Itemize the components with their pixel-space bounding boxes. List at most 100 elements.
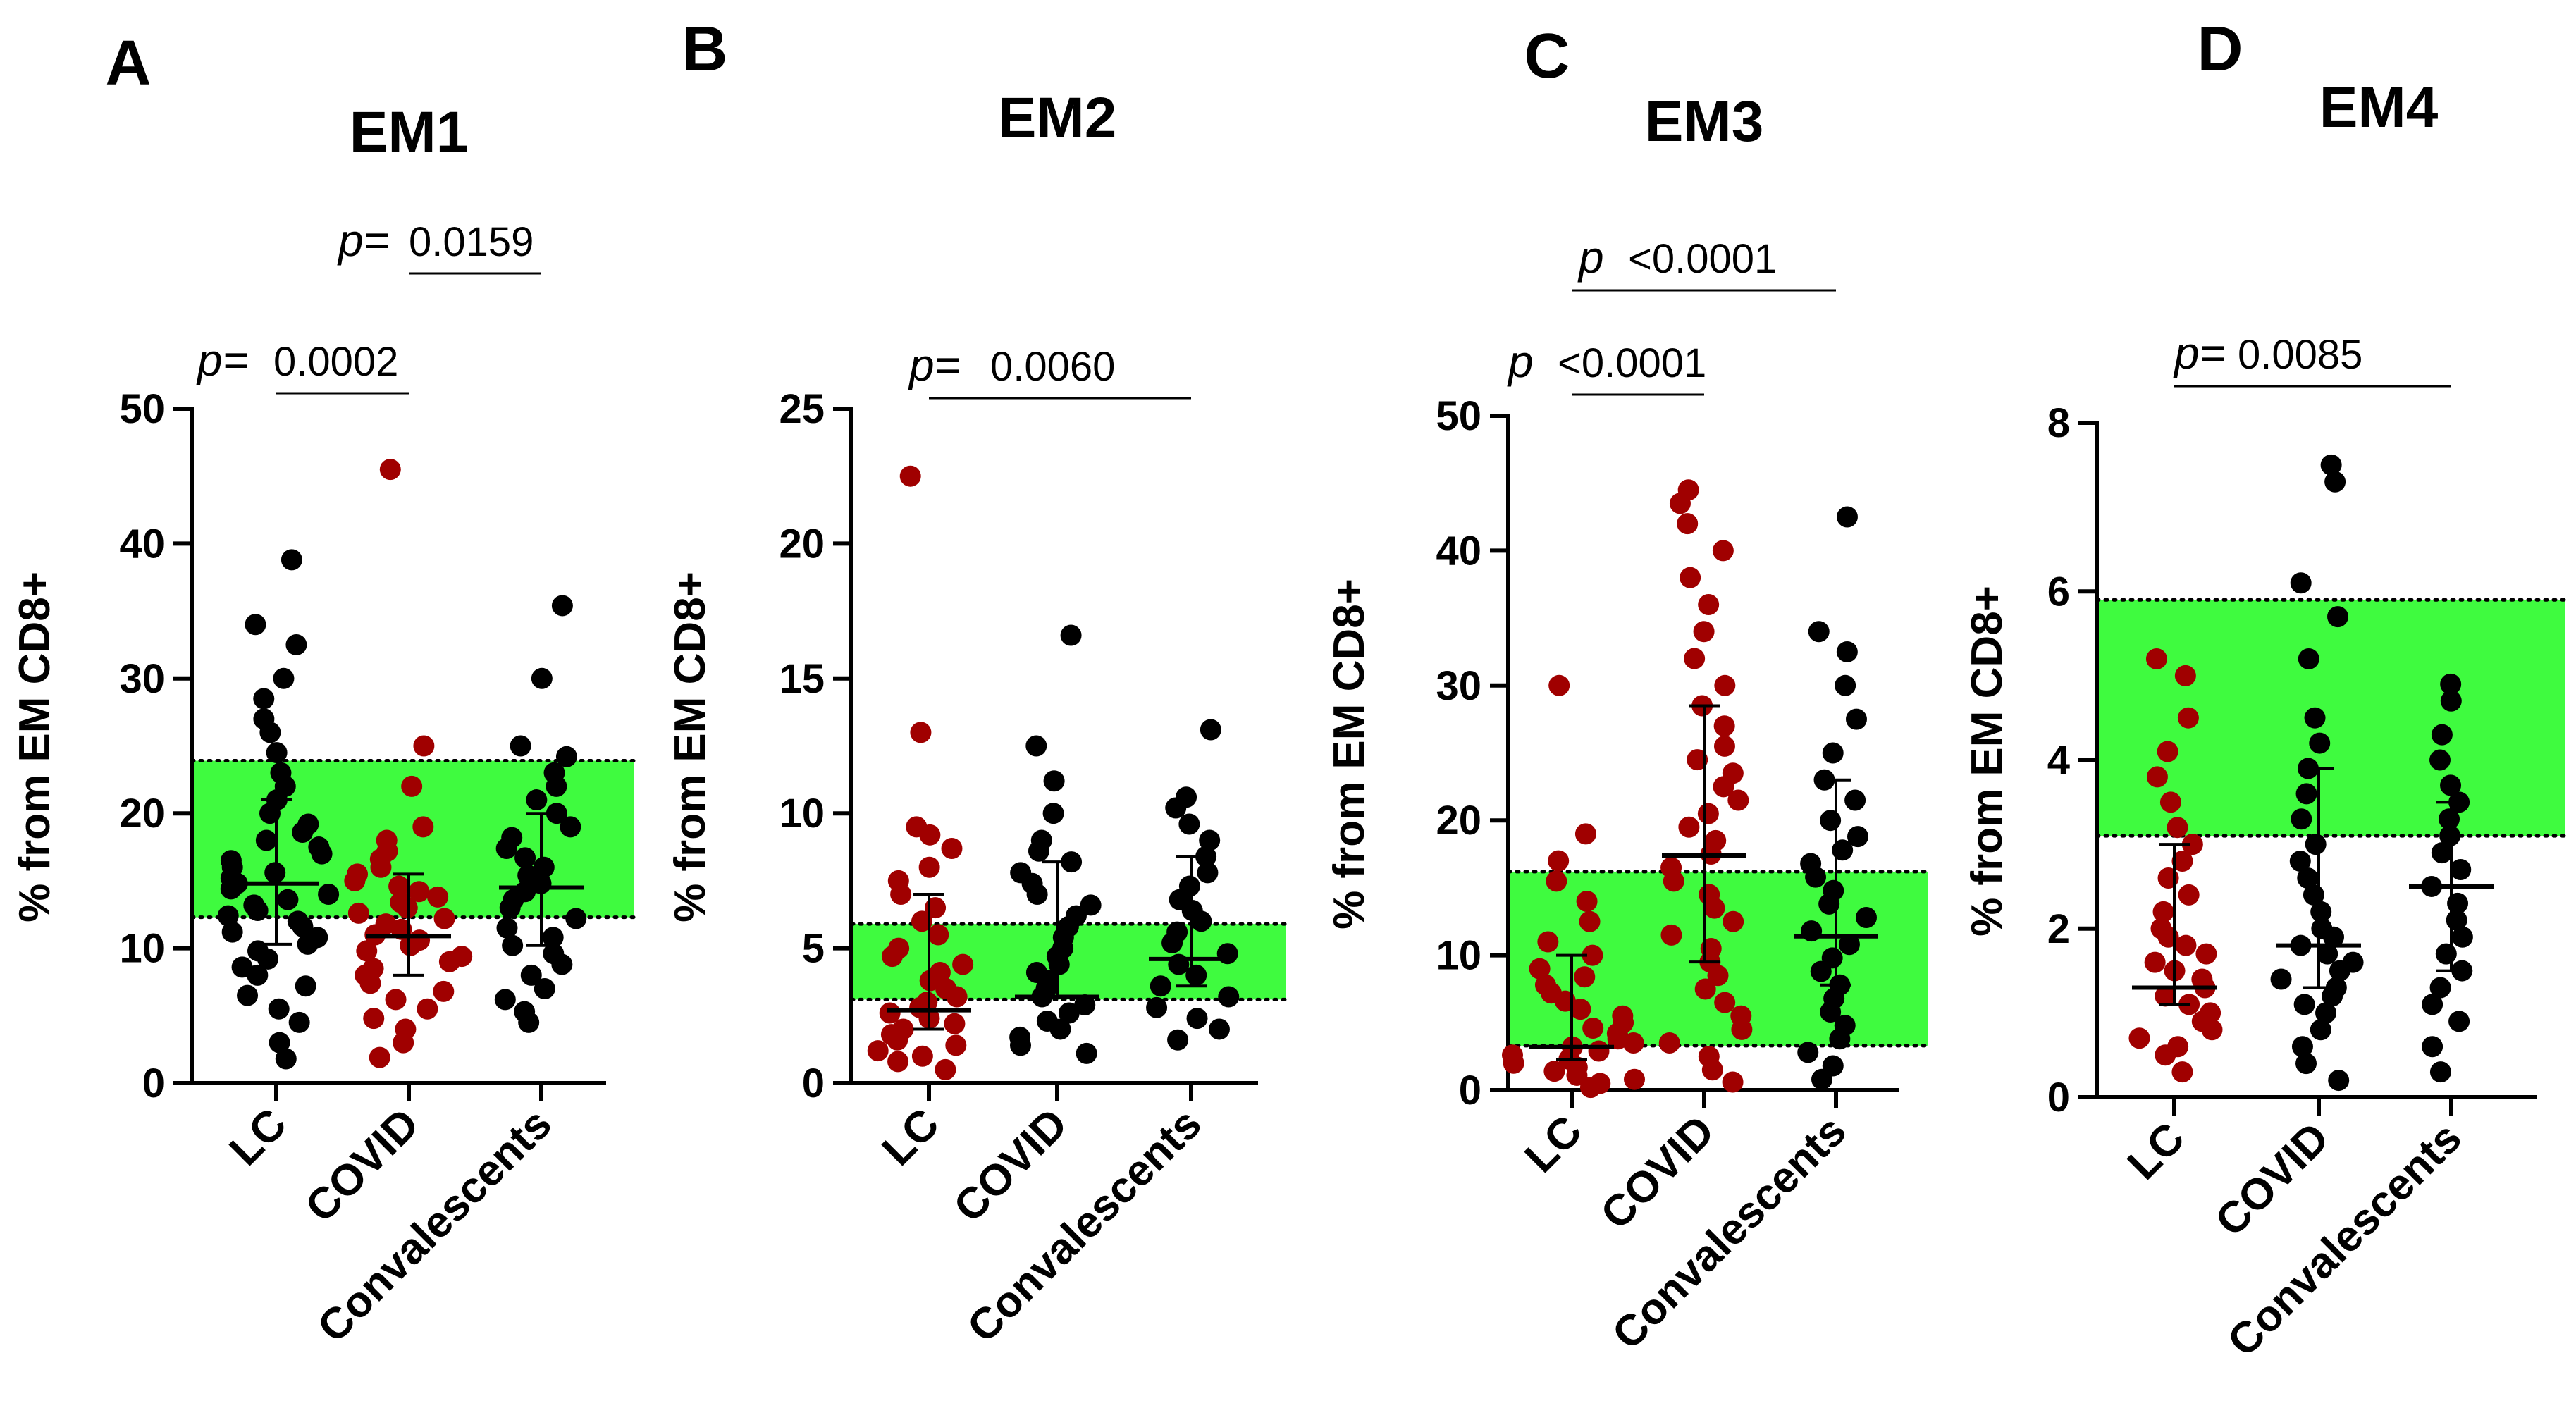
comparison-p-value: <0.0001 — [1628, 236, 1777, 282]
data-point — [2311, 918, 2333, 939]
data-point — [517, 865, 539, 887]
data-point — [2200, 1002, 2221, 1024]
data-point — [2450, 859, 2472, 881]
data-point — [2144, 951, 2166, 973]
data-point — [1714, 674, 1736, 696]
data-point — [2146, 766, 2168, 788]
data-point — [255, 829, 277, 851]
data-point — [2157, 741, 2178, 762]
data-point — [867, 1040, 889, 1062]
data-point — [543, 762, 565, 784]
data-point — [1823, 879, 1844, 901]
data-point — [1548, 674, 1570, 696]
data-point — [1065, 905, 1087, 927]
data-point — [2298, 648, 2319, 669]
y-tick-label: 40 — [1436, 528, 1481, 574]
data-point — [2422, 1036, 2443, 1058]
data-point — [1080, 894, 1102, 916]
data-point — [879, 1002, 901, 1024]
data-point — [2295, 1053, 2317, 1075]
data-point — [1800, 853, 1822, 875]
data-point — [237, 984, 259, 1006]
y-axis-label: % from EM CD8+ — [11, 572, 59, 922]
data-point — [2429, 977, 2451, 999]
data-point — [892, 1018, 914, 1040]
data-point — [945, 1034, 967, 1056]
data-point — [220, 850, 242, 872]
y-tick-label: 8 — [2047, 400, 2070, 446]
data-point — [1821, 947, 1843, 969]
data-point — [295, 975, 316, 997]
data-point — [1166, 921, 1188, 943]
data-point — [560, 816, 581, 838]
data-point — [2328, 1070, 2350, 1092]
data-point — [1588, 1040, 1610, 1062]
data-point — [231, 956, 253, 978]
y-tick-label: 50 — [1436, 393, 1481, 439]
y-tick-label: 40 — [119, 521, 165, 567]
data-point — [376, 829, 398, 851]
data-point — [916, 992, 938, 1013]
data-point — [1199, 829, 1221, 851]
data-point — [2422, 994, 2443, 1015]
data-point — [520, 964, 542, 986]
data-point — [379, 459, 401, 481]
data-point — [1693, 621, 1715, 643]
data-point — [501, 827, 523, 848]
panel-letter: D — [2198, 14, 2243, 85]
data-point — [243, 894, 265, 916]
data-point — [1574, 966, 1596, 988]
data-point — [2342, 951, 2364, 973]
y-axis-label: % from EM CD8+ — [1963, 586, 2011, 937]
data-point — [217, 905, 239, 927]
data-point — [1855, 907, 1877, 929]
data-point — [1698, 593, 1720, 615]
data-point — [1660, 857, 1682, 879]
data-point — [1074, 994, 1096, 1015]
data-point — [1186, 1008, 1208, 1030]
data-point — [2270, 968, 2292, 990]
data-point — [944, 1013, 966, 1034]
data-point — [388, 875, 410, 897]
data-point — [2440, 673, 2462, 695]
x-category-label: Convalescents — [309, 1099, 561, 1352]
data-point — [318, 884, 340, 906]
data-point — [2175, 934, 2197, 956]
data-point — [494, 989, 516, 1011]
data-point — [1835, 674, 1856, 696]
data-point — [1010, 862, 1032, 884]
data-point — [1836, 506, 1858, 528]
data-point — [1543, 1061, 1565, 1082]
data-point — [1698, 1046, 1720, 1068]
y-axis-label: % from EM CD8+ — [666, 572, 715, 922]
data-point — [542, 927, 564, 949]
data-point — [2440, 774, 2462, 796]
data-point — [1185, 964, 1207, 986]
data-point — [1579, 910, 1601, 932]
data-point — [1060, 624, 1082, 646]
data-point — [496, 917, 518, 939]
data-point — [551, 595, 573, 617]
data-point — [1714, 992, 1736, 1013]
data-point — [1713, 735, 1735, 757]
data-point — [2128, 1027, 2150, 1049]
data-point — [417, 998, 438, 1020]
data-point — [543, 943, 565, 965]
data-point — [285, 634, 307, 655]
data-point — [385, 989, 407, 1011]
data-point — [2310, 901, 2332, 922]
y-tick-label: 6 — [2047, 569, 2070, 614]
data-point — [911, 1045, 933, 1067]
data-point — [2290, 572, 2312, 594]
data-point — [1582, 944, 1603, 966]
data-point — [1534, 974, 1556, 996]
y-tick-label: 10 — [119, 926, 165, 972]
y-tick-label: 4 — [2047, 738, 2070, 784]
data-point — [412, 816, 434, 838]
comparison-p-label: p — [1507, 336, 1534, 387]
comparison-p-value: <0.0001 — [1558, 340, 1706, 386]
data-point — [1712, 540, 1734, 562]
